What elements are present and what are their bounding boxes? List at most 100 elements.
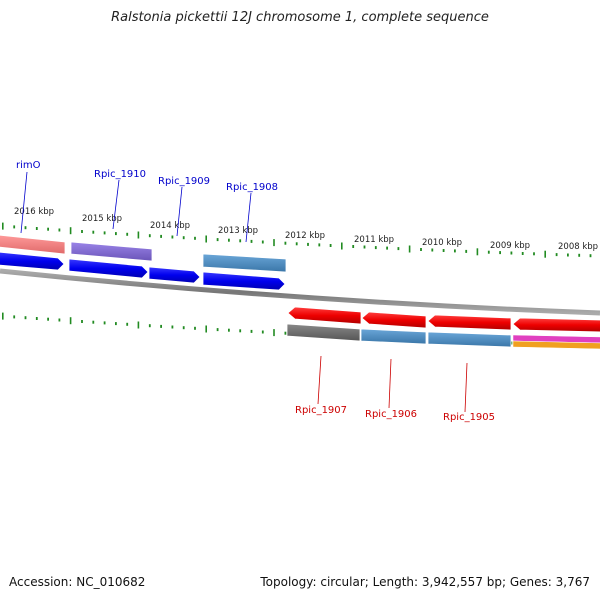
accession-label: Accession: NC_010682 bbox=[9, 575, 146, 589]
minor-tick bbox=[431, 248, 434, 252]
minor-tick bbox=[250, 239, 253, 243]
minor-tick bbox=[171, 325, 174, 329]
cog-block bbox=[70, 241, 153, 262]
major-tick bbox=[2, 222, 4, 230]
minor-tick bbox=[261, 330, 264, 334]
minor-tick bbox=[533, 252, 535, 256]
major-tick bbox=[408, 245, 411, 253]
major-tick bbox=[137, 231, 140, 239]
minor-tick bbox=[374, 246, 377, 250]
gene-arrow-rpic-1906[interactable] bbox=[361, 311, 427, 329]
minor-tick bbox=[13, 225, 16, 229]
gene-label-rpic-1908[interactable]: Rpic_1908 bbox=[226, 182, 278, 193]
gene-arrow-rpic-1910[interactable] bbox=[68, 258, 149, 279]
major-tick bbox=[273, 239, 275, 247]
cog-block bbox=[512, 340, 600, 350]
minor-tick bbox=[115, 232, 117, 236]
gene-arrow-rpic-1909[interactable] bbox=[148, 266, 201, 284]
gene-label-rimO[interactable]: rimO bbox=[16, 160, 41, 171]
minor-tick bbox=[555, 253, 558, 257]
minor-tick bbox=[295, 242, 298, 246]
minor-tick bbox=[182, 326, 185, 330]
gene-label-rpic-1910[interactable]: Rpic_1910 bbox=[94, 169, 146, 180]
minor-tick bbox=[307, 242, 309, 246]
minor-tick bbox=[465, 249, 468, 253]
cog-track-lower bbox=[286, 323, 600, 350]
label-leaders-lower bbox=[317, 355, 468, 413]
minor-tick bbox=[115, 322, 117, 326]
scale-label: 2011 kbp bbox=[354, 235, 394, 245]
minor-tick bbox=[92, 230, 95, 234]
cog-block bbox=[286, 323, 361, 342]
major-tick bbox=[476, 248, 479, 256]
major-tick bbox=[2, 312, 4, 320]
gene-label-rpic-1909[interactable]: Rpic_1909 bbox=[158, 176, 210, 187]
scale-label: 2010 kbp bbox=[422, 238, 462, 248]
gene-arrow-reverse[interactable] bbox=[512, 317, 600, 333]
minor-tick bbox=[284, 241, 287, 245]
minor-tick bbox=[81, 230, 83, 233]
cog-block bbox=[427, 331, 512, 348]
minor-tick bbox=[216, 328, 219, 332]
gene-label-rpic-1907[interactable]: Rpic_1907 bbox=[295, 405, 347, 416]
scale-label: 2009 kbp bbox=[490, 241, 530, 251]
cog-block bbox=[0, 234, 66, 255]
topology-summary: Topology: circular; Length: 3,942,557 bp… bbox=[260, 575, 590, 589]
minor-tick bbox=[261, 240, 264, 244]
cog-block bbox=[360, 328, 427, 345]
minor-tick bbox=[24, 316, 27, 320]
minor-tick bbox=[171, 235, 174, 239]
minor-tick bbox=[148, 324, 151, 328]
minor-tick bbox=[239, 239, 242, 243]
cog-track-upper bbox=[0, 234, 287, 273]
minor-tick bbox=[58, 318, 61, 322]
label-leaders-upper bbox=[20, 171, 252, 243]
major-tick bbox=[205, 325, 207, 333]
cog-block bbox=[202, 253, 287, 273]
minor-tick bbox=[182, 236, 185, 240]
minor-tick bbox=[442, 249, 445, 252]
minor-tick bbox=[521, 252, 524, 255]
minor-tick bbox=[228, 238, 230, 242]
major-tick bbox=[69, 317, 72, 325]
minor-tick bbox=[216, 238, 219, 242]
minor-tick bbox=[329, 244, 332, 247]
gene-arrow-rpic-1905[interactable] bbox=[427, 314, 512, 331]
scale-label: 2014 kbp bbox=[150, 221, 190, 231]
minor-tick bbox=[103, 321, 106, 325]
major-tick bbox=[273, 329, 275, 337]
reverse-genes bbox=[287, 306, 600, 333]
minor-tick bbox=[239, 329, 242, 333]
minor-tick bbox=[318, 243, 321, 247]
major-tick bbox=[205, 235, 207, 243]
major-tick bbox=[341, 242, 343, 250]
gene-label-rpic-1906[interactable]: Rpic_1906 bbox=[365, 409, 417, 420]
cog-block bbox=[512, 334, 600, 344]
minor-tick bbox=[24, 226, 27, 230]
gene-arrow-rpic-1907[interactable] bbox=[287, 306, 362, 325]
minor-tick bbox=[228, 328, 230, 332]
minor-tick bbox=[352, 245, 355, 248]
minor-tick bbox=[35, 317, 38, 320]
major-tick bbox=[69, 227, 72, 235]
minor-tick bbox=[499, 251, 501, 255]
chromosome-backbone bbox=[0, 268, 600, 316]
minor-tick bbox=[47, 317, 49, 321]
minor-tick bbox=[510, 251, 513, 255]
minor-tick bbox=[250, 329, 253, 333]
scale-label: 2016 kbp bbox=[14, 207, 54, 217]
minor-tick bbox=[363, 245, 366, 249]
minor-tick bbox=[386, 246, 388, 250]
scale-label: 2015 kbp bbox=[82, 214, 122, 224]
scale-label: 2013 kbp bbox=[218, 226, 258, 236]
minor-tick bbox=[160, 234, 162, 238]
gene-arrow-rpic-1908[interactable] bbox=[202, 271, 286, 291]
gene-label-rpic-1905[interactable]: Rpic_1905 bbox=[443, 412, 495, 423]
map-title: Ralstonia pickettii 12J chromosome 1, co… bbox=[111, 10, 489, 25]
gene-arrow-rimO[interactable] bbox=[0, 251, 65, 271]
minor-tick bbox=[35, 227, 38, 230]
scale-labels: 2016 kbp 2015 kbp 2014 kbp 2013 kbp 2012… bbox=[14, 207, 598, 252]
minor-tick bbox=[148, 234, 151, 238]
major-tick bbox=[137, 321, 140, 329]
minor-tick bbox=[589, 254, 592, 258]
